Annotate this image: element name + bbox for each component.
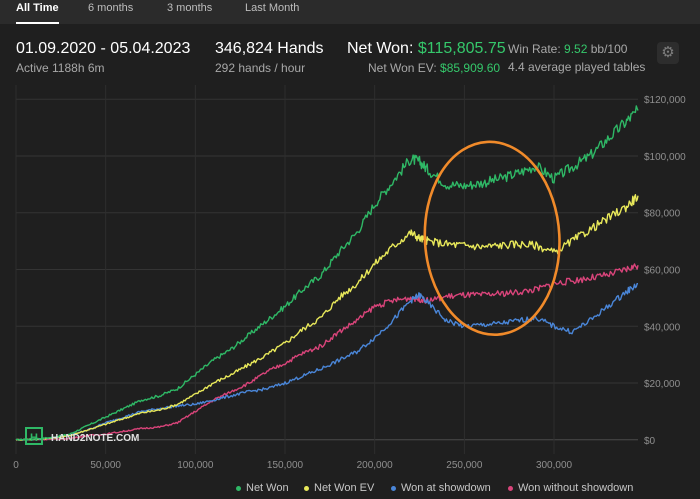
legend-won-at-showdown[interactable]: Won at showdown <box>391 482 491 494</box>
tab-last-month[interactable]: Last Month <box>245 2 300 14</box>
legend-dot-won-without-showdown <box>508 485 513 491</box>
win-rate-unit: bb/100 <box>590 42 628 56</box>
win-rate-label: Win Rate: <box>508 42 561 56</box>
legend-net-won-ev[interactable]: Net Won EV <box>304 482 374 494</box>
net-won-ev-value: $85,909.60 <box>440 61 501 75</box>
x-tick-label: 150,000 <box>267 460 304 471</box>
y-tick-label: $80,000 <box>644 209 681 220</box>
x-tick-label: 0 <box>13 460 19 471</box>
legend-dot-net-won <box>236 485 241 491</box>
legend-net-won[interactable]: Net Won <box>236 482 289 494</box>
x-tick-label: 200,000 <box>357 460 394 471</box>
tab-3-months[interactable]: 3 months <box>167 2 213 14</box>
net-won-chart: $0 $20,000 $40,000 $60,000 $80,000 $100,000 $1… <box>13 85 686 471</box>
legend-label: Net Won <box>246 482 289 494</box>
legend-label: Won at showdown <box>401 482 491 494</box>
legend-dot-won-at-showdown <box>391 485 396 491</box>
net-won-ev-label: Net Won EV: <box>368 61 437 75</box>
y-tick-label: $40,000 <box>644 322 681 333</box>
series-won-at-showdown <box>15 283 638 441</box>
average-tables: 4.4 average played tables <box>508 60 646 74</box>
hand2note-logo-letter: H <box>30 432 38 444</box>
y-tick-label: $0 <box>644 436 656 447</box>
x-tick-label: 300,000 <box>536 460 573 471</box>
range-tab-bar: All Time 6 months 3 months Last Month <box>0 0 700 24</box>
date-range: 01.09.2020 - 05.04.2023 <box>16 40 191 57</box>
y-axis-ticks: $0 $20,000 $40,000 $60,000 $80,000 $100,000 $1… <box>644 95 686 447</box>
chart-grid <box>15 85 638 454</box>
net-won-value: $115,805.75 <box>417 40 506 57</box>
tab-all-time[interactable]: All Time <box>16 0 59 24</box>
series-net-won-ev <box>15 193 639 441</box>
y-tick-label: $120,000 <box>644 95 686 106</box>
net-won: Net Won: $115,805.75 <box>347 40 506 58</box>
x-tick-label: 50,000 <box>90 460 121 471</box>
y-tick-label: $100,000 <box>644 152 686 163</box>
hands-per-hour: 292 hands / hour <box>215 61 306 75</box>
win-rate-value: 9.52 <box>564 42 588 56</box>
net-won-label: Net Won: <box>347 40 414 57</box>
net-won-ev: Net Won EV: $85,909.60 <box>368 61 500 75</box>
y-tick-label: $60,000 <box>644 266 681 277</box>
legend-dot-net-won-ev <box>304 485 309 491</box>
x-axis-ticks: 0 50,000 100,000 150,000 200,000 250,000 300,0… <box>13 460 572 471</box>
win-rate: Win Rate: 9.52 bb/100 <box>508 42 627 56</box>
annotation-ellipse <box>423 140 561 337</box>
hand2note-watermark: H HAND2NOTE.COM <box>25 427 139 445</box>
x-tick-label: 100,000 <box>177 460 214 471</box>
tab-6-months[interactable]: 6 months <box>88 2 134 14</box>
y-tick-label: $20,000 <box>644 379 681 390</box>
legend-label: Net Won EV <box>314 482 375 494</box>
hands-count: 346,824 Hands <box>215 40 324 57</box>
hand2note-logo-icon <box>25 427 43 445</box>
active-time: Active 1188h 6m <box>16 61 105 75</box>
legend-label: Won without showdown <box>518 482 634 494</box>
watermark-text: HAND2NOTE.COM <box>51 433 139 444</box>
series-won-without-showdown <box>15 263 639 441</box>
settings-gear-icon[interactable]: ⚙ <box>657 42 679 64</box>
legend-won-without-showdown[interactable]: Won without showdown <box>508 482 633 494</box>
x-tick-label: 250,000 <box>446 460 483 471</box>
